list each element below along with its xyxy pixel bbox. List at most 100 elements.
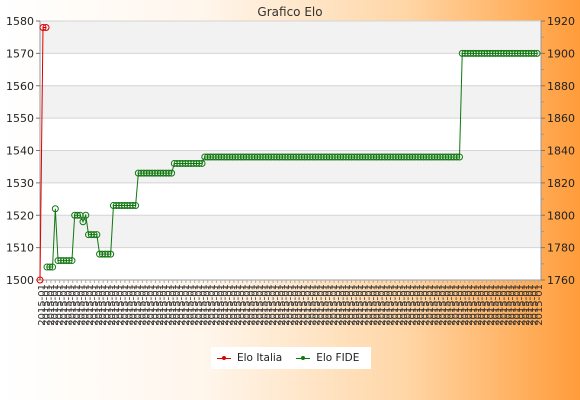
series-point-elo-italia xyxy=(39,23,47,31)
x-tick-label: 2015-01 xyxy=(495,284,506,326)
x-tick-label: 2015-01 xyxy=(364,284,375,326)
y-tick-label-left: 1580 xyxy=(6,15,34,28)
x-tick-label: 2015-01 xyxy=(107,284,118,326)
y-tick-label-right: 1860 xyxy=(547,112,575,125)
x-tick-label: 2015-01 xyxy=(277,284,288,326)
x-tick-label: 2015-01 xyxy=(268,284,279,326)
x-tick-label: 2015-01 xyxy=(460,284,471,326)
x-tick-label: 2015-01 xyxy=(451,284,462,326)
series-point-elo-fide xyxy=(65,257,73,265)
x-tick-label: 2015-01 xyxy=(55,284,66,326)
x-tick-label: 2015-01 xyxy=(194,284,205,326)
x-tick-label: 2015-01 xyxy=(438,284,449,326)
x-tick-label: 2015-01 xyxy=(394,284,405,326)
legend-item-italia[interactable]: Elo Italia xyxy=(217,352,282,364)
x-tick-label: 2015-01 xyxy=(120,284,131,326)
x-tick-label: 2015-01 xyxy=(216,284,227,326)
x-tick-label: 2015-01 xyxy=(351,284,362,326)
x-tick-label: 2015-01 xyxy=(447,284,458,326)
x-tick-label: 2015-01 xyxy=(42,284,53,326)
x-tick-label: 2015-01 xyxy=(255,284,266,326)
x-tick-label: 2015-01 xyxy=(294,284,305,326)
series-point-elo-italia xyxy=(36,276,44,284)
x-tick-label: 2015-01 xyxy=(68,284,79,326)
x-tick-label: 2015-01 xyxy=(303,284,314,326)
x-tick-label: 2015-01 xyxy=(133,284,144,326)
x-tick-label: 2015-01 xyxy=(373,284,384,326)
x-tick-label: 2015-01 xyxy=(203,284,214,326)
x-tick-label: 2015-01 xyxy=(85,284,96,326)
x-tick-label: 2015-01 xyxy=(473,284,484,326)
x-tick-label: 2015-01 xyxy=(338,284,349,326)
y-tick-label-right: 1780 xyxy=(547,242,575,255)
y-tick-label-right: 1920 xyxy=(547,15,575,28)
legend-label-fide: Elo FIDE xyxy=(316,352,360,364)
x-tick-label: 2015-01 xyxy=(177,284,188,326)
x-tick-label: 2015-01 xyxy=(486,284,497,326)
series-point-elo-fide xyxy=(82,211,90,219)
x-tick-label: 2015-01 xyxy=(381,284,392,326)
x-tick-label: 2015-01 xyxy=(94,284,105,326)
x-tick-label: 2015-01 xyxy=(142,284,153,326)
chart-title: Grafico Elo xyxy=(257,5,322,19)
x-tick-label: 2015-01 xyxy=(259,284,270,326)
series-point-elo-fide xyxy=(104,250,112,258)
x-tick-label: 2015-01 xyxy=(159,284,170,326)
x-tick-label: 2015-01 xyxy=(242,284,253,326)
x-tick-label: 2015-01 xyxy=(368,284,379,326)
x-tick-label: 2015-01 xyxy=(355,284,366,326)
y-tick-label-left: 1560 xyxy=(6,80,34,93)
x-tick-label: 2015-01 xyxy=(421,284,432,326)
y-tick-label-right: 1760 xyxy=(547,274,575,287)
series-point-elo-fide xyxy=(455,153,463,161)
x-tick-label: 2015-01 xyxy=(508,284,519,326)
x-tick-label: 2015-01 xyxy=(468,284,479,326)
y-tick-label-left: 1520 xyxy=(6,209,34,222)
x-tick-label: 2015-01 xyxy=(490,284,501,326)
x-tick-label: 2015-01 xyxy=(529,284,540,326)
legend-item-fide[interactable]: Elo FIDE xyxy=(296,352,359,364)
series-point-elo-fide xyxy=(530,49,538,57)
series-line-elo-fide xyxy=(47,52,537,268)
y-tick-label-left: 1530 xyxy=(6,177,34,190)
legend-swatch-fide xyxy=(296,355,311,360)
x-tick-label: 2015-01 xyxy=(251,284,262,326)
grid-band xyxy=(40,21,541,54)
x-tick-label: 2015-01 xyxy=(425,284,436,326)
x-tick-label: 2015-01 xyxy=(164,284,175,326)
x-tick-label: 2015-01 xyxy=(46,284,57,326)
x-tick-label: 2015-01 xyxy=(412,284,423,326)
x-tick-label: 2015-01 xyxy=(316,284,327,326)
x-tick-label: 2015-01 xyxy=(129,284,140,326)
x-tick-label: 2015-01 xyxy=(434,284,445,326)
x-tick-label: 2015-01 xyxy=(503,284,514,326)
series-point-elo-fide xyxy=(93,231,101,239)
x-tick-label: 2015-01 xyxy=(233,284,244,326)
x-tick-label: 2015-01 xyxy=(220,284,231,326)
series-point-elo-fide xyxy=(46,263,54,271)
x-tick-label: 2015-01 xyxy=(442,284,453,326)
x-tick-label: 2015-01 xyxy=(198,284,209,326)
x-tick-label: 2015-01 xyxy=(403,284,414,326)
x-tick-label: 2015-01 xyxy=(290,284,301,326)
x-tick-label: 2015-01 xyxy=(76,284,87,326)
y-tick-label-right: 1820 xyxy=(547,177,575,190)
x-tick-label: 2015-01 xyxy=(50,284,61,326)
x-tick-label: 2015-01 xyxy=(59,284,70,326)
x-tick-label: 2015-01 xyxy=(407,284,418,326)
x-tick-label: 2015-01 xyxy=(329,284,340,326)
x-tick-label: 2015-01 xyxy=(124,284,135,326)
x-tick-label: 2015-01 xyxy=(229,284,240,326)
x-tick-label: 2015-01 xyxy=(512,284,523,326)
series-point-elo-fide xyxy=(51,205,59,213)
series-point-elo-fide xyxy=(168,169,176,177)
x-tick-label: 2015-01 xyxy=(281,284,292,326)
x-tick-label: 2015-01 xyxy=(377,284,388,326)
x-tick-label: 2015-01 xyxy=(464,284,475,326)
x-tick-label: 2015-01 xyxy=(286,284,297,326)
x-tick-label: 2015-01 xyxy=(521,284,532,326)
x-tick-label: 2015-01 xyxy=(81,284,92,326)
series-point-elo-fide xyxy=(49,263,57,271)
y-tick-label-left: 1550 xyxy=(6,112,34,125)
